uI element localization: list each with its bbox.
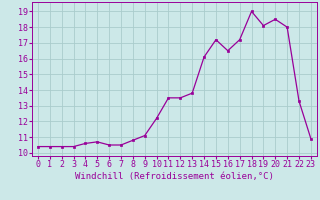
- X-axis label: Windchill (Refroidissement éolien,°C): Windchill (Refroidissement éolien,°C): [75, 172, 274, 181]
